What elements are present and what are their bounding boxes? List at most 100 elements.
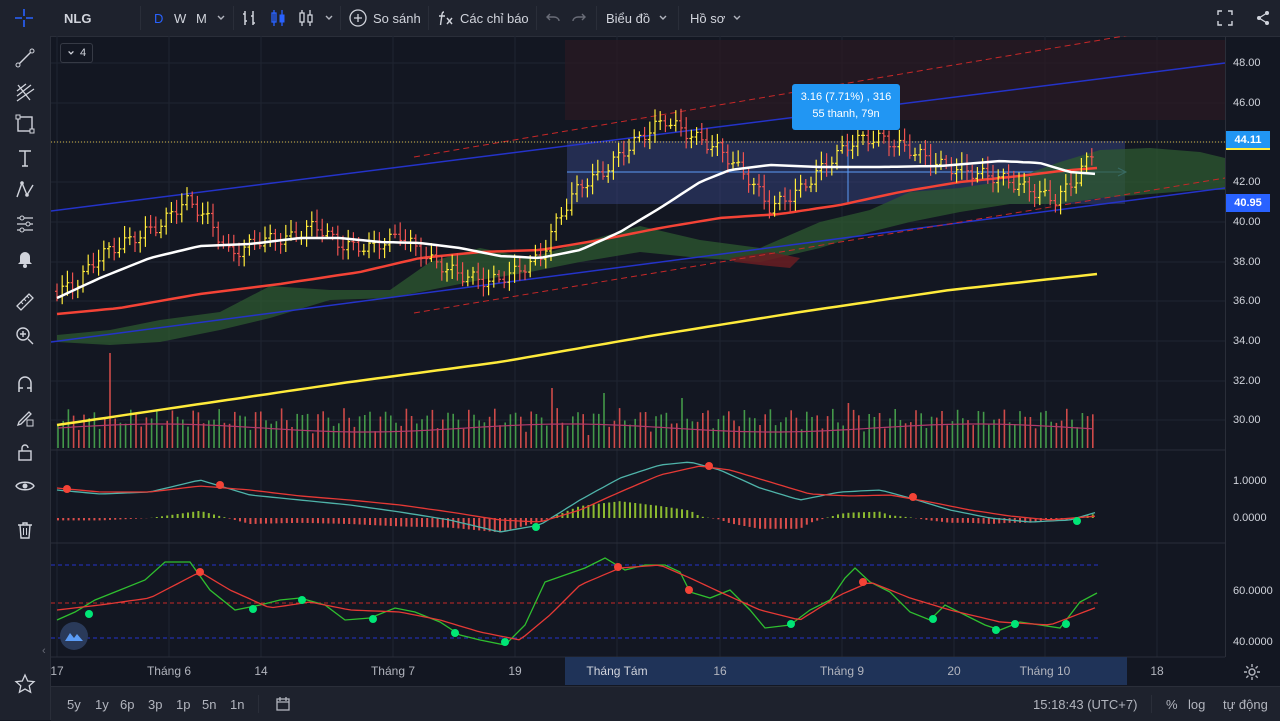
interval-d[interactable]: D bbox=[154, 10, 164, 26]
hollow-candles-icon[interactable] bbox=[296, 0, 316, 36]
interval-w[interactable]: W bbox=[174, 10, 187, 26]
price-label: 34.00 bbox=[1233, 335, 1261, 347]
stoch-cross-dot bbox=[298, 596, 306, 604]
pattern-icon[interactable] bbox=[11, 176, 39, 204]
log-toggle[interactable]: log bbox=[1188, 696, 1206, 712]
macd-cross-dot bbox=[532, 523, 540, 531]
share-icon[interactable] bbox=[1254, 0, 1272, 36]
redo-icon[interactable] bbox=[570, 0, 588, 36]
date-range-icon[interactable] bbox=[275, 687, 291, 721]
symbol-search[interactable]: NLG bbox=[64, 10, 92, 26]
stoch-cross-dot bbox=[685, 586, 693, 594]
ichimoku-cloud bbox=[57, 148, 1225, 345]
stoch-k-line[interactable] bbox=[56, 557, 1098, 646]
chevron-down-icon[interactable] bbox=[658, 0, 668, 36]
trend-line-icon[interactable] bbox=[11, 44, 39, 72]
top-toolbar: NLG D W M So sánh Các chỉ báo Biểu đồ Hồ… bbox=[0, 0, 1280, 37]
drawing-toolbar bbox=[0, 36, 51, 720]
stoch-cross-dot bbox=[614, 563, 622, 571]
sma-yellow-line[interactable] bbox=[56, 272, 1098, 427]
price-label: 42.00 bbox=[1233, 176, 1261, 188]
chevron-down-icon[interactable] bbox=[216, 0, 226, 36]
price-label: 32.00 bbox=[1233, 375, 1261, 387]
time-label: Tháng 9 bbox=[819, 664, 865, 678]
price-label: 40.00 bbox=[1233, 216, 1261, 228]
trash-icon[interactable] bbox=[11, 516, 39, 544]
chevron-down-icon[interactable] bbox=[732, 0, 742, 36]
chevron-down-icon bbox=[68, 50, 74, 55]
sma-white-line[interactable] bbox=[56, 159, 1096, 300]
stoch-cross-dot bbox=[787, 620, 795, 628]
current-price-underline bbox=[1226, 148, 1270, 150]
fullscreen-icon[interactable] bbox=[1216, 0, 1234, 36]
range-5n[interactable]: 5n bbox=[202, 696, 217, 712]
logo-icon[interactable] bbox=[60, 622, 88, 650]
channel-red-upper[interactable] bbox=[413, 36, 1130, 158]
range-5y[interactable]: 5y bbox=[67, 696, 81, 712]
stoch-cross-dot bbox=[929, 615, 937, 623]
eye-icon[interactable] bbox=[11, 472, 39, 500]
stoch-cross-dot bbox=[1062, 620, 1070, 628]
time-label: Tháng 10 bbox=[1019, 664, 1071, 678]
stoch-cross-dot bbox=[369, 615, 377, 623]
time-label: 18 bbox=[1150, 664, 1164, 678]
compare-button[interactable]: So sánh bbox=[373, 10, 421, 26]
range-1n[interactable]: 1n bbox=[230, 696, 245, 712]
profile-button[interactable]: Hồ sơ bbox=[690, 10, 726, 26]
candles-icon[interactable] bbox=[268, 0, 288, 36]
crosshair-icon[interactable] bbox=[12, 0, 36, 36]
channel-lower-line[interactable] bbox=[51, 187, 1225, 343]
grid bbox=[51, 36, 1225, 657]
time-label: 16 bbox=[713, 664, 727, 678]
settings-gear-icon[interactable] bbox=[1243, 663, 1261, 686]
alert-bell-icon[interactable] bbox=[11, 244, 39, 272]
range-3p[interactable]: 3p bbox=[148, 696, 163, 712]
macd-signal-line[interactable] bbox=[56, 465, 1096, 523]
legend-toggle[interactable]: 4 bbox=[60, 43, 94, 63]
pitchfork-icon[interactable] bbox=[11, 78, 39, 106]
clock[interactable]: 15:18:43 (UTC+7) bbox=[1033, 696, 1138, 712]
magnet-icon[interactable] bbox=[11, 370, 39, 398]
lock-icon[interactable] bbox=[11, 438, 39, 466]
macd-cross-dot bbox=[63, 485, 71, 493]
text-icon[interactable] bbox=[11, 144, 39, 172]
price-label: 48.00 bbox=[1233, 57, 1261, 69]
star-icon[interactable] bbox=[11, 670, 39, 698]
stoch-cross-dot bbox=[1011, 620, 1019, 628]
collapse-arrow-icon[interactable]: ‹ bbox=[42, 645, 46, 657]
range-6p[interactable]: 6p bbox=[120, 696, 135, 712]
stoch-cross-dot bbox=[451, 629, 459, 637]
chart-layout-button[interactable]: Biểu đồ bbox=[606, 10, 651, 26]
range-1p[interactable]: 1p bbox=[176, 696, 191, 712]
bar-chart-icon[interactable] bbox=[240, 0, 260, 36]
stay-drawing-icon[interactable] bbox=[11, 404, 39, 432]
rectangle-icon[interactable] bbox=[11, 110, 39, 138]
chevron-down-icon[interactable] bbox=[324, 0, 334, 36]
ruler-icon[interactable] bbox=[11, 288, 39, 316]
time-label: 20 bbox=[947, 664, 961, 678]
channel-red-lower[interactable] bbox=[413, 177, 1225, 314]
add-compare-icon[interactable] bbox=[348, 0, 368, 36]
prediction-icon[interactable] bbox=[11, 210, 39, 238]
stoch-cross-markers bbox=[85, 563, 1070, 646]
time-label: Tháng 6 bbox=[146, 664, 192, 678]
bottom-toolbar: 5y 1y 6p 3p 1p 5n 1n 15:18:43 (UTC+7) % … bbox=[51, 686, 1280, 721]
range-price-tag: 40.95 bbox=[1226, 194, 1270, 212]
price-label: 36.00 bbox=[1233, 295, 1261, 307]
zoom-in-icon[interactable] bbox=[11, 322, 39, 350]
ema-red-line[interactable] bbox=[56, 166, 1098, 316]
time-label: Tháng Tám bbox=[586, 664, 648, 678]
interval-m[interactable]: M bbox=[196, 10, 207, 26]
stoch-d-line[interactable] bbox=[56, 564, 1096, 641]
macd-cross-markers bbox=[63, 462, 1081, 531]
undo-icon[interactable] bbox=[544, 0, 562, 36]
macd-cross-dot bbox=[909, 493, 917, 501]
fx-icon[interactable] bbox=[436, 0, 456, 36]
range-1y[interactable]: 1y bbox=[95, 696, 109, 712]
auto-scale-toggle[interactable]: tự động bbox=[1223, 696, 1268, 712]
percent-toggle[interactable]: % bbox=[1166, 696, 1178, 712]
chart-canvas[interactable] bbox=[51, 36, 1225, 686]
indicators-button[interactable]: Các chỉ báo bbox=[460, 10, 529, 26]
macd-line[interactable] bbox=[56, 461, 1096, 533]
time-label: 19 bbox=[508, 664, 522, 678]
